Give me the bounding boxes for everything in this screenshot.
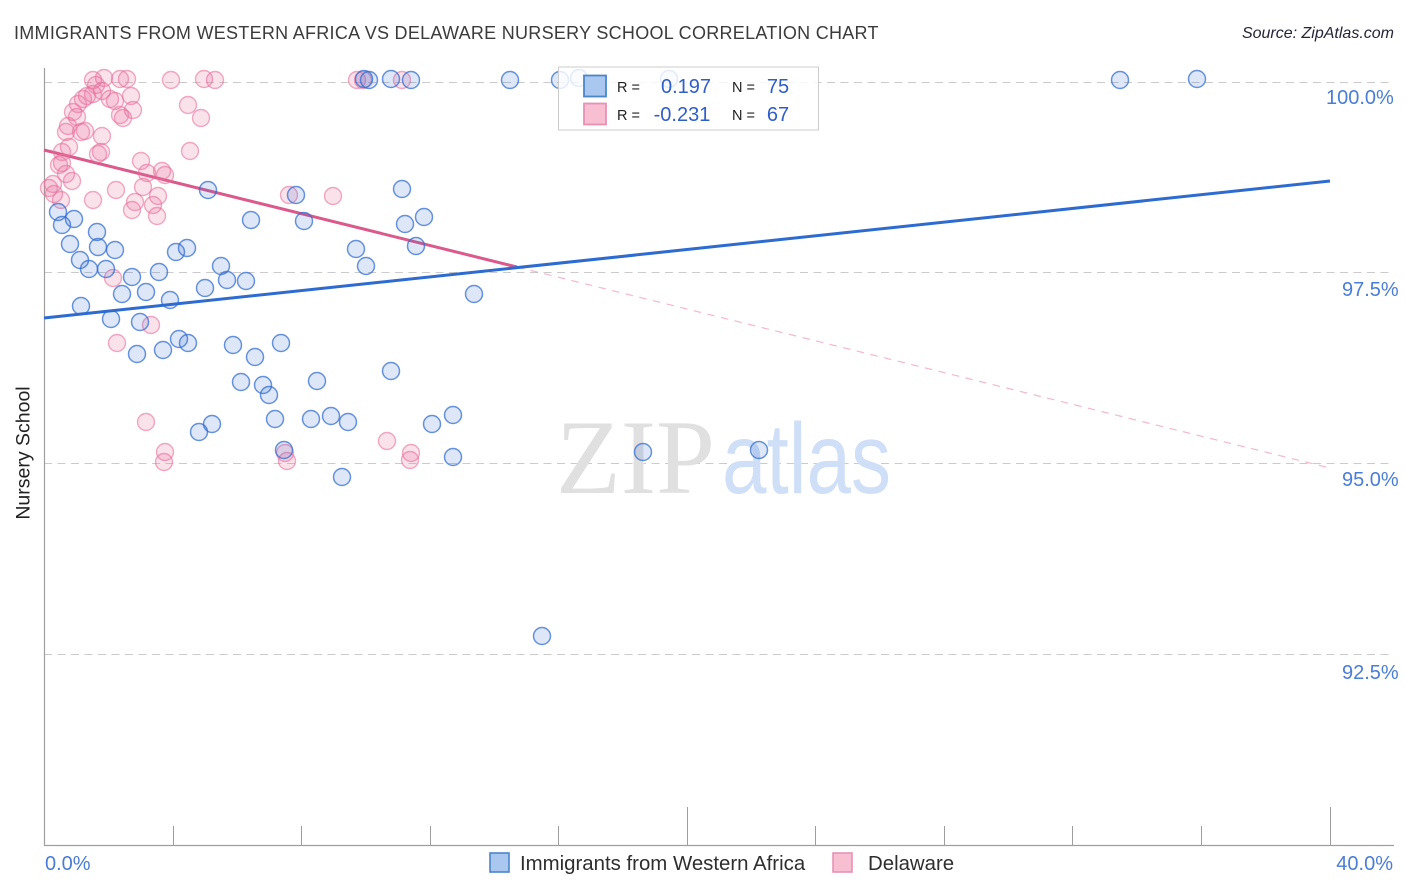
svg-text:-0.231: -0.231 [654,104,711,126]
svg-text:0.0%: 0.0% [45,853,91,875]
svg-text:Source: ZipAtlas.com: Source: ZipAtlas.com [1242,25,1394,42]
svg-text:95.0%: 95.0% [1342,469,1399,491]
svg-text:ZIP: ZIP [556,399,715,516]
svg-text:N =: N = [732,80,755,96]
svg-text:67: 67 [767,104,789,126]
svg-text:Immigrants from Western Africa: Immigrants from Western Africa [520,853,806,875]
svg-text:Nursery School: Nursery School [13,386,35,519]
svg-text:40.0%: 40.0% [1336,853,1393,875]
svg-text:Delaware: Delaware [868,853,954,875]
svg-text:R =: R = [617,80,640,96]
svg-text:75: 75 [767,76,789,98]
svg-text:97.5%: 97.5% [1342,279,1399,301]
svg-text:IMMIGRANTS FROM WESTERN AFRICA: IMMIGRANTS FROM WESTERN AFRICA VS DELAWA… [14,23,879,43]
svg-text:atlas: atlas [722,404,891,516]
svg-text:R =: R = [617,108,640,124]
svg-text:N =: N = [732,108,755,124]
svg-text:0.197: 0.197 [661,76,711,98]
svg-text:100.0%: 100.0% [1326,87,1394,109]
svg-text:92.5%: 92.5% [1342,662,1399,684]
